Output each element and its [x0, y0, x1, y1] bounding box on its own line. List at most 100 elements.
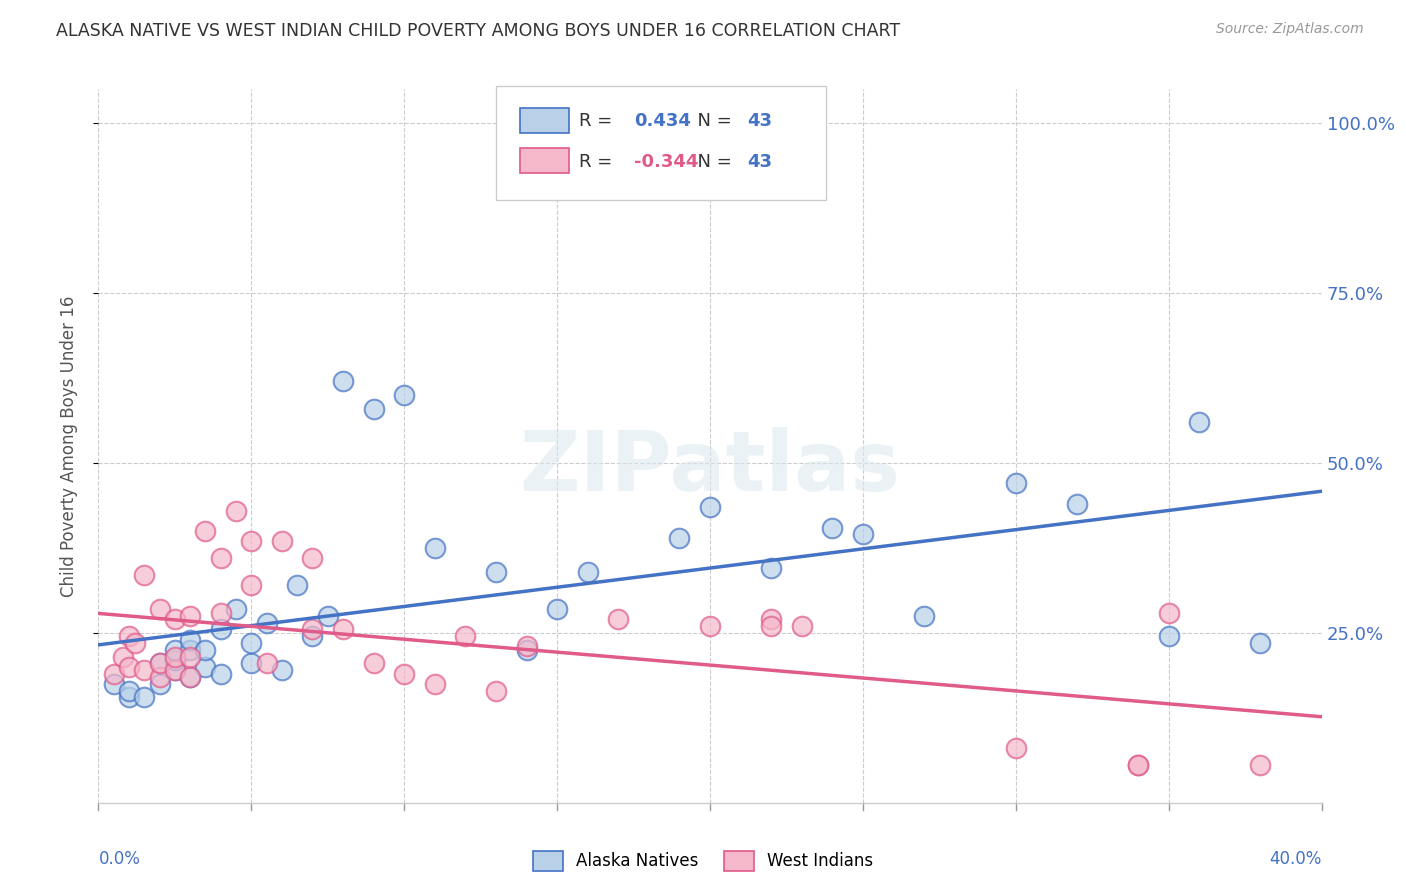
Point [209, 551, 232, 566]
Point [363, 657, 385, 671]
Point [316, 608, 339, 623]
Point [179, 649, 201, 664]
Point [240, 534, 263, 549]
Point [163, 663, 186, 677]
Point [149, 657, 172, 671]
Point [699, 619, 721, 633]
Text: 43: 43 [747, 153, 772, 171]
FancyBboxPatch shape [520, 108, 569, 133]
Point [256, 657, 278, 671]
Point [285, 578, 308, 592]
Point [179, 643, 201, 657]
Point [454, 629, 477, 643]
Point [1128, 758, 1150, 772]
Point [485, 683, 508, 698]
Point [134, 568, 156, 582]
Text: 0.434: 0.434 [634, 112, 692, 130]
Y-axis label: Child Poverty Among Boys Under 16: Child Poverty Among Boys Under 16 [59, 295, 77, 597]
Point [270, 534, 292, 549]
Point [240, 657, 263, 671]
Text: N =: N = [686, 112, 737, 130]
Point [821, 520, 844, 534]
Point [759, 612, 782, 626]
Point [149, 602, 172, 616]
Point [124, 636, 146, 650]
Point [163, 643, 186, 657]
Point [179, 670, 201, 684]
Point [759, 619, 782, 633]
Point [163, 649, 186, 664]
Point [118, 660, 141, 674]
Point [759, 561, 782, 575]
Point [516, 643, 538, 657]
Point [668, 531, 690, 545]
Point [270, 663, 292, 677]
Point [194, 660, 217, 674]
Point [240, 636, 263, 650]
Point [699, 500, 721, 515]
Point [118, 690, 141, 705]
Point [1004, 741, 1026, 756]
Point [423, 677, 446, 691]
Point [163, 612, 186, 626]
Point [1066, 497, 1088, 511]
Point [363, 401, 385, 416]
Point [301, 551, 323, 566]
Point [256, 615, 278, 630]
Point [1249, 636, 1271, 650]
Point [1004, 476, 1026, 491]
Text: R =: R = [579, 153, 619, 171]
Point [134, 663, 156, 677]
Point [912, 608, 935, 623]
Legend: Alaska Natives, West Indians: Alaska Natives, West Indians [524, 842, 882, 880]
Point [149, 677, 172, 691]
FancyBboxPatch shape [520, 148, 569, 173]
Point [149, 670, 172, 684]
Point [607, 612, 630, 626]
Point [194, 643, 217, 657]
Point [1188, 415, 1211, 429]
Point [118, 629, 141, 643]
Point [1157, 606, 1180, 620]
Point [576, 565, 599, 579]
Point [209, 606, 232, 620]
Point [392, 388, 416, 402]
Point [485, 565, 508, 579]
Point [225, 503, 247, 517]
Point [225, 602, 247, 616]
Point [301, 623, 323, 637]
Point [516, 640, 538, 654]
Text: N =: N = [686, 153, 737, 171]
Text: R =: R = [579, 112, 619, 130]
Point [546, 602, 568, 616]
Point [332, 623, 354, 637]
Text: 43: 43 [747, 112, 772, 130]
Point [240, 578, 263, 592]
Point [111, 649, 134, 664]
Text: Source: ZipAtlas.com: Source: ZipAtlas.com [1216, 22, 1364, 37]
Point [852, 527, 875, 541]
Point [790, 619, 813, 633]
Point [118, 683, 141, 698]
Text: ALASKA NATIVE VS WEST INDIAN CHILD POVERTY AMONG BOYS UNDER 16 CORRELATION CHART: ALASKA NATIVE VS WEST INDIAN CHILD POVER… [56, 22, 900, 40]
Point [179, 632, 201, 647]
Point [103, 666, 125, 681]
Point [332, 375, 354, 389]
Point [103, 677, 125, 691]
Point [209, 666, 232, 681]
Point [163, 663, 186, 677]
Text: -0.344: -0.344 [634, 153, 699, 171]
Point [149, 657, 172, 671]
Point [301, 629, 323, 643]
Point [134, 690, 156, 705]
FancyBboxPatch shape [496, 86, 827, 200]
Point [209, 623, 232, 637]
Text: 40.0%: 40.0% [1270, 850, 1322, 869]
Point [179, 670, 201, 684]
Point [1128, 758, 1150, 772]
Text: ZIPatlas: ZIPatlas [520, 427, 900, 508]
Point [392, 666, 416, 681]
Point [179, 608, 201, 623]
Point [163, 653, 186, 667]
Text: 0.0%: 0.0% [98, 850, 141, 869]
